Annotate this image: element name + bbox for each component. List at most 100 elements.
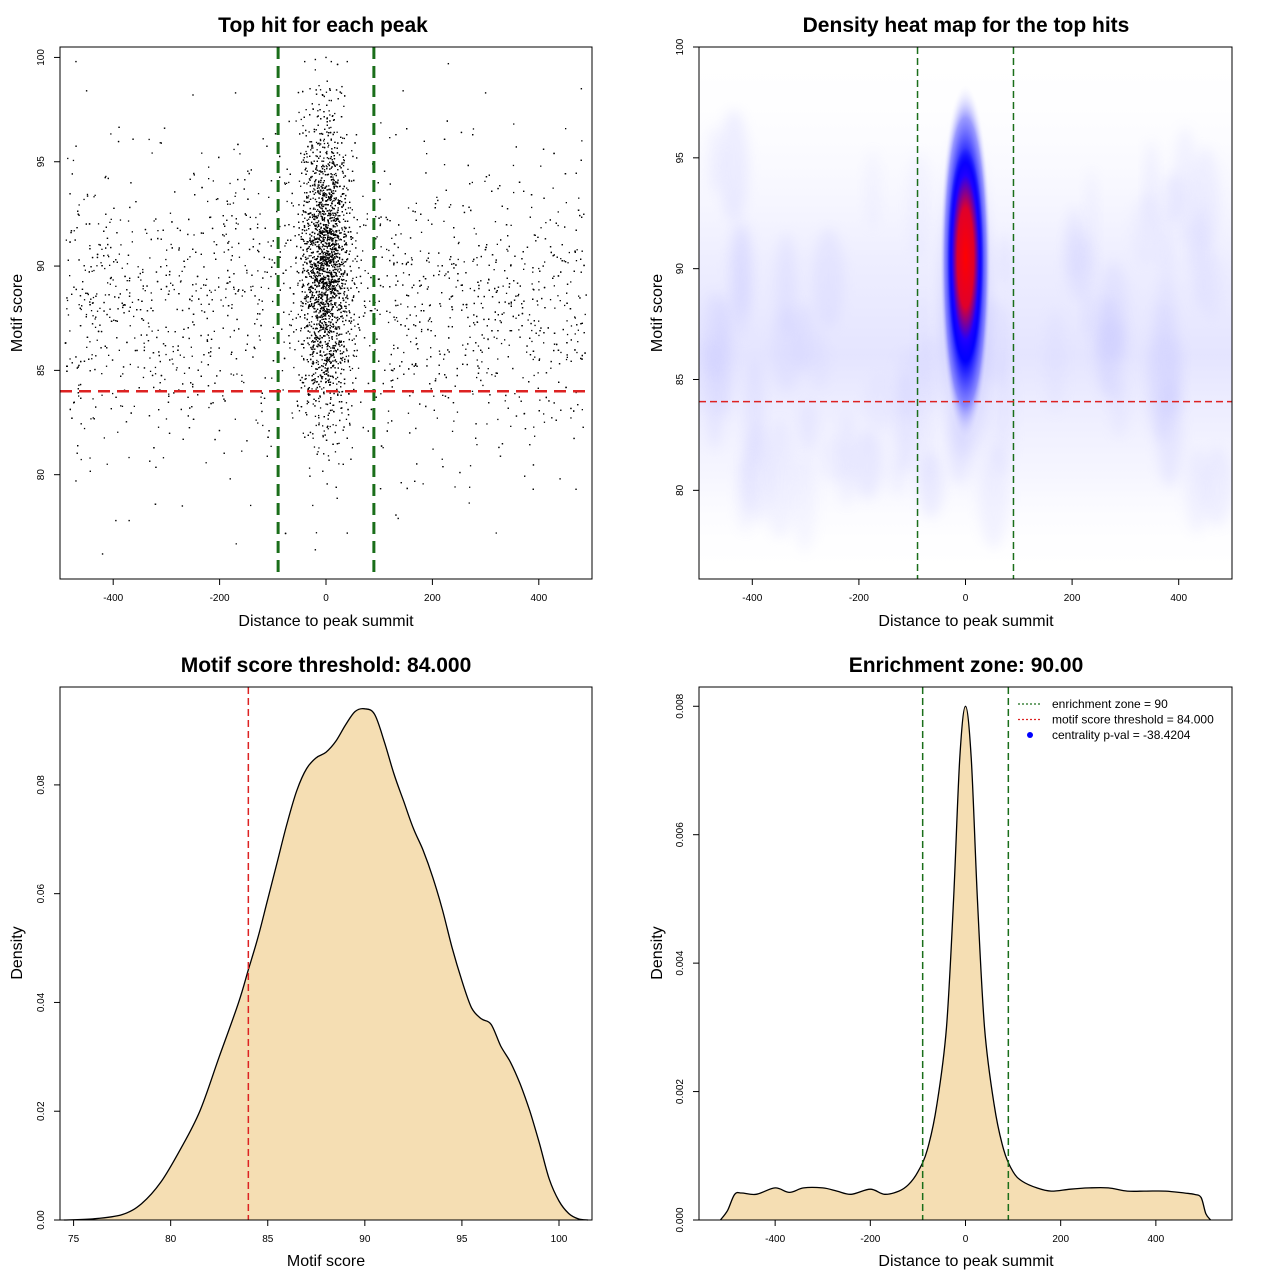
scatter-point xyxy=(303,358,305,360)
scatter-point xyxy=(437,265,439,267)
scatter-point xyxy=(279,256,281,258)
scatter-point xyxy=(94,194,96,196)
scatter-point xyxy=(254,323,256,325)
scatter-point xyxy=(553,349,555,352)
scatter-point xyxy=(323,234,325,236)
scatter-point xyxy=(491,374,493,376)
scatter-point xyxy=(67,157,69,160)
scatter-point xyxy=(328,358,330,360)
scatter-point xyxy=(285,242,287,244)
scatter-point xyxy=(556,256,558,258)
scatter-point xyxy=(321,314,323,316)
scatter-point xyxy=(257,270,259,272)
scatter-point xyxy=(456,374,458,377)
scatter-point xyxy=(335,219,338,221)
scatter-point xyxy=(320,213,322,215)
scatter-point xyxy=(244,265,246,267)
scatter-point xyxy=(270,275,272,278)
scatter-point xyxy=(534,324,536,327)
scatter-point xyxy=(306,270,308,272)
scatter-point xyxy=(272,300,274,303)
scatter-point xyxy=(157,230,159,232)
scatter-point xyxy=(142,288,144,290)
scatter-point xyxy=(321,377,323,379)
scatter-point xyxy=(523,268,525,270)
scatter-point xyxy=(333,279,335,281)
scatter-point xyxy=(323,165,325,168)
scatter-point xyxy=(309,475,311,477)
scatter-point xyxy=(343,292,345,294)
scatter-point xyxy=(313,281,316,283)
scatter-point xyxy=(469,336,471,338)
scatter-point xyxy=(200,334,202,337)
scatter-point xyxy=(375,396,377,398)
scatter-point xyxy=(362,315,365,317)
scatter-point xyxy=(335,239,337,241)
scatter-point xyxy=(332,162,334,165)
scatter-point xyxy=(477,345,480,347)
scatter-point xyxy=(321,269,323,271)
scatter-point xyxy=(268,196,270,198)
scatter-point xyxy=(182,383,184,385)
scatter-point xyxy=(93,269,95,272)
scatter-point xyxy=(336,281,338,283)
scatter-point xyxy=(538,281,540,283)
scatter-point xyxy=(329,199,331,201)
scatter-point xyxy=(514,255,516,257)
scatter-point xyxy=(326,283,328,285)
scatter-point xyxy=(314,337,316,339)
scatter-point xyxy=(174,331,176,333)
scatter-point xyxy=(353,282,355,284)
scatter-point xyxy=(292,318,294,321)
scatter-point xyxy=(323,204,325,206)
scatter-point xyxy=(336,240,338,242)
scatter-point xyxy=(325,363,327,365)
scatter-point xyxy=(456,411,459,413)
scatter-point xyxy=(200,361,203,363)
scatter-point xyxy=(471,390,474,392)
scatter-point xyxy=(149,357,151,359)
scatter-point xyxy=(496,337,498,340)
scatter-point xyxy=(118,126,120,128)
scatter-point xyxy=(476,321,479,323)
scatter-point xyxy=(290,266,292,268)
scatter-point xyxy=(279,251,281,253)
scatter-point xyxy=(340,316,342,318)
scatter-point xyxy=(351,447,353,449)
scatter-point xyxy=(89,245,91,247)
scatter-point xyxy=(473,322,475,324)
scatter-point xyxy=(451,430,454,432)
scatter-point xyxy=(497,314,499,316)
scatter-point xyxy=(270,180,273,182)
scatter-point xyxy=(393,344,395,346)
scatter-point xyxy=(450,256,452,258)
scatter-point xyxy=(496,290,498,292)
scatter-point xyxy=(430,356,432,358)
scatter-point xyxy=(178,249,180,251)
scatter-point xyxy=(371,310,373,312)
scatter-point xyxy=(473,314,475,316)
scatter-point xyxy=(325,271,327,273)
scatter-point xyxy=(148,138,150,141)
scatter-point xyxy=(110,218,112,220)
scatter-point xyxy=(400,233,402,235)
scatter-point xyxy=(343,382,346,385)
scatter-point xyxy=(312,147,314,149)
scatter-point xyxy=(237,178,239,181)
scatter-point xyxy=(308,212,311,214)
scatter-point xyxy=(302,125,304,127)
scatter-point xyxy=(341,412,343,414)
scatter-point xyxy=(576,249,578,251)
scatter-point xyxy=(380,122,382,124)
scatter-point xyxy=(334,451,337,453)
scatter-point xyxy=(331,255,333,257)
scatter-point xyxy=(338,235,340,238)
scatter-point xyxy=(317,451,319,453)
scatter-point xyxy=(428,318,431,320)
scatter-point xyxy=(305,258,307,261)
scatter-point xyxy=(91,354,93,356)
scatter-point xyxy=(570,281,572,283)
scatter-point xyxy=(379,284,382,287)
scatter-point xyxy=(325,255,328,257)
scatter-point xyxy=(66,297,68,299)
